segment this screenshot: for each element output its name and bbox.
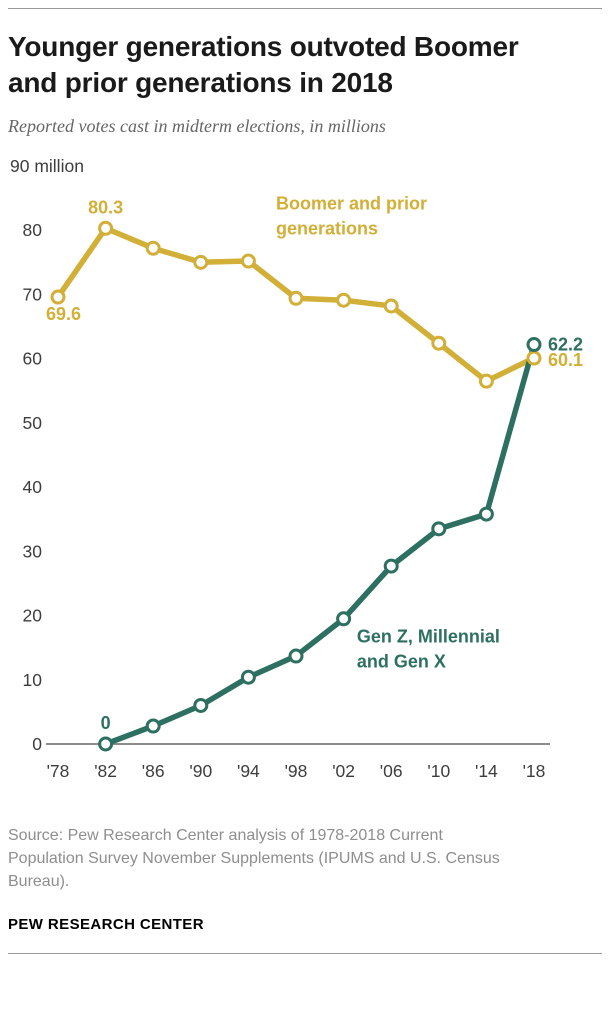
y-tick-label: 80 xyxy=(23,220,43,240)
brand-footer: PEW RESEARCH CENTER xyxy=(8,915,204,933)
x-tick-label: '10 xyxy=(427,761,450,781)
data-point-marker xyxy=(145,240,161,256)
data-point-marker xyxy=(383,558,399,574)
y-tick-label: 20 xyxy=(23,606,43,626)
data-point-marker xyxy=(240,253,256,269)
page: Younger generations outvoted Boomer and … xyxy=(0,8,610,1031)
data-point-marker xyxy=(336,611,352,627)
chart-subtitle: Reported votes cast in midterm elections… xyxy=(8,115,386,136)
x-tick-label: '90 xyxy=(189,761,212,781)
y-tick-label: 10 xyxy=(23,670,43,690)
y-tick-label: 70 xyxy=(23,284,43,304)
data-point-marker xyxy=(50,289,66,305)
y-tick-label: 30 xyxy=(23,541,43,561)
chart-title: Younger generations outvoted Boomer and … xyxy=(8,31,519,98)
y-tick-label: 40 xyxy=(23,477,43,497)
x-tick-label: '06 xyxy=(380,761,403,781)
y-axis-top-label: 90 million xyxy=(10,156,84,176)
data-point-marker xyxy=(478,506,494,522)
data-point-marker xyxy=(431,521,447,537)
chart-area: 0 10 20 30 40 50 60 70 80 90 million '78 '82 '86 '90 '… xyxy=(8,144,602,814)
data-point-marker xyxy=(193,254,209,270)
series-annotation: and Gen X xyxy=(357,652,446,672)
x-tick-label: '94 xyxy=(237,761,260,781)
x-tick-label: '02 xyxy=(332,761,355,781)
y-tick-label: 50 xyxy=(23,413,43,433)
data-point-marker xyxy=(240,669,256,685)
x-tick-label: '14 xyxy=(475,761,498,781)
data-point-marker xyxy=(431,335,447,351)
x-tick-label: '98 xyxy=(285,761,308,781)
x-tick-label: '18 xyxy=(523,761,546,781)
y-tick-label: 0 xyxy=(32,734,42,754)
data-point-marker xyxy=(98,220,114,236)
point-value-label: 80.3 xyxy=(88,197,123,217)
point-value-label: 69.6 xyxy=(46,304,81,324)
data-point-marker xyxy=(526,350,542,366)
x-tick-label: '86 xyxy=(142,761,165,781)
point-value-label: 60.1 xyxy=(548,350,583,370)
data-point-marker xyxy=(193,698,209,714)
data-point-marker xyxy=(145,718,161,734)
series-line-1 xyxy=(102,341,537,747)
series-annotation: Gen Z, Millennial xyxy=(357,627,500,647)
x-tick-label: '82 xyxy=(94,761,117,781)
y-tick-label: 60 xyxy=(23,349,43,369)
data-point-marker xyxy=(478,373,494,389)
series-annotation: generations xyxy=(276,219,378,239)
data-point-marker xyxy=(98,736,114,752)
bottom-divider xyxy=(8,952,602,954)
data-point-marker xyxy=(336,292,352,308)
source-note: Source: Pew Research Center analysis of … xyxy=(8,827,500,891)
data-point-marker xyxy=(526,337,542,353)
data-point-marker xyxy=(383,298,399,314)
series-annotation: Boomer and prior xyxy=(276,194,427,214)
x-tick-label: '78 xyxy=(47,761,70,781)
data-point-marker xyxy=(288,290,304,306)
top-divider xyxy=(8,8,602,9)
data-point-marker xyxy=(288,648,304,664)
point-value-label: 62.2 xyxy=(548,335,583,355)
point-value-label: 0 xyxy=(101,713,111,733)
line-chart: 0 10 20 30 40 50 60 70 80 90 million '78 '82 '86 '90 '… xyxy=(10,156,583,781)
